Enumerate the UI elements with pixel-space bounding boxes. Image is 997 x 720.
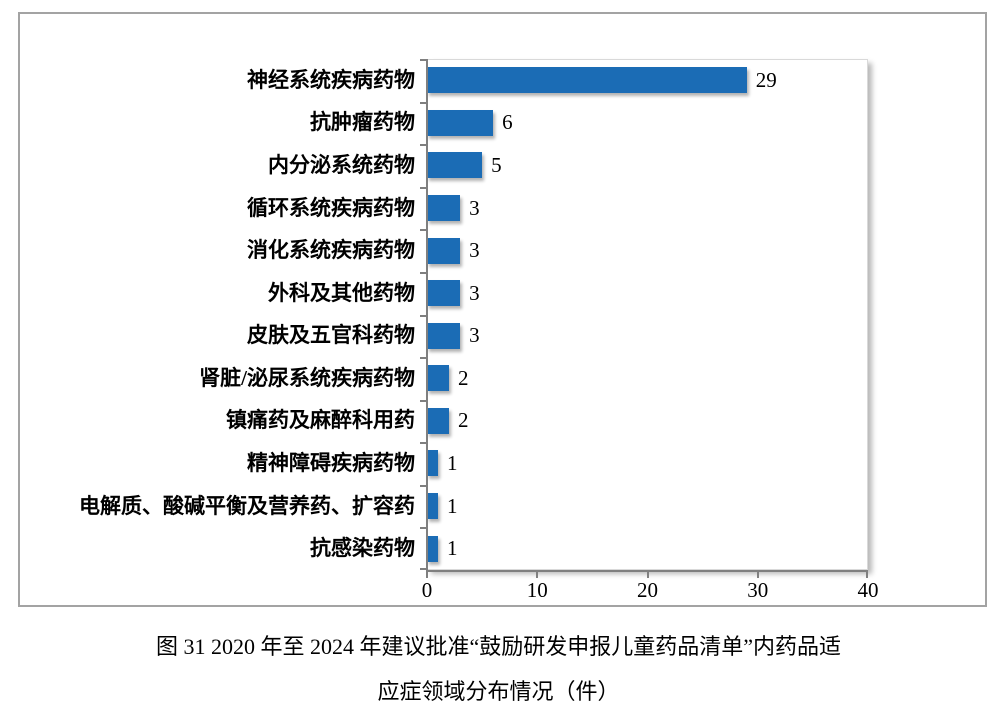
y-axis-tick (420, 399, 426, 402)
value-label: 1 (447, 536, 458, 561)
category-label: 抗肿瘤药物 (310, 110, 415, 135)
bar-row: 镇痛药及麻醉科用药 2 (20, 400, 880, 443)
y-axis-tick (420, 101, 426, 104)
bar-row: 消化系统疾病药物 3 (20, 229, 880, 272)
y-axis-tick (420, 527, 426, 530)
bar (427, 109, 494, 136)
y-axis-tick (420, 314, 426, 317)
bar (427, 535, 439, 562)
y-axis-tick (420, 144, 426, 147)
category-label: 抗感染药物 (310, 536, 415, 561)
bar-row: 抗感染药物 1 (20, 527, 880, 570)
row-plot: 1 (427, 527, 880, 570)
x-tick-label: 10 (526, 578, 548, 602)
row-plot: 3 (427, 272, 880, 315)
value-label: 1 (447, 450, 458, 475)
row-plot: 1 (427, 442, 880, 485)
row-plot: 3 (427, 229, 880, 272)
y-axis-tick (420, 186, 426, 189)
value-label: 3 (469, 323, 480, 348)
x-axis-tick (426, 572, 428, 578)
y-axis (420, 59, 428, 571)
category-label: 电解质、酸碱平衡及营养药、扩容药 (79, 493, 415, 518)
row-plot: 3 (427, 314, 880, 357)
category-label: 神经系统疾病药物 (247, 67, 415, 92)
bar-row: 外科及其他药物 3 (20, 272, 880, 315)
x-tick-label: 30 (747, 578, 769, 602)
bar-row: 电解质、酸碱平衡及营养药、扩容药 1 (20, 485, 880, 528)
bar-rows: 神经系统疾病药物 29 抗肿瘤药物 6 内分泌系统药物 5 循环系统疾病药物 3 消化系统疾病药… (20, 59, 880, 570)
y-axis-tick (420, 229, 426, 232)
row-plot: 2 (427, 400, 880, 443)
bar-row: 皮肤及五官科药物 3 (20, 314, 880, 357)
x-axis-tick (646, 572, 649, 578)
x-axis (426, 570, 868, 578)
x-tick-label: 40 (857, 578, 879, 602)
bar (427, 280, 461, 307)
bar (427, 493, 439, 520)
category-label: 皮肤及五官科药物 (247, 323, 415, 348)
value-label: 3 (469, 195, 480, 220)
row-plot: 29 (427, 59, 880, 102)
y-axis-tick (420, 484, 426, 487)
value-label: 2 (458, 408, 469, 433)
x-axis-tick (756, 572, 759, 578)
category-label: 精神障碍疾病药物 (247, 450, 415, 475)
bar (427, 322, 461, 349)
figure-caption-line1: 图 31 2020 年至 2024 年建议批准“鼓励研发申报儿童药品清单”内药品… (155, 634, 842, 659)
value-label: 3 (469, 238, 480, 263)
figure-chart: 神经系统疾病药物 29 抗肿瘤药物 6 内分泌系统药物 5 循环系统疾病药物 3 消化系统疾病药… (18, 12, 987, 607)
row-plot: 2 (427, 357, 880, 400)
bar-row: 循环系统疾病药物 3 (20, 187, 880, 230)
category-label: 消化系统疾病药物 (247, 238, 415, 263)
bar-row: 精神障碍疾病药物 1 (20, 442, 880, 485)
value-label: 6 (502, 110, 513, 135)
row-plot: 3 (427, 187, 880, 230)
row-plot: 5 (427, 144, 880, 187)
x-axis-tick (536, 572, 539, 578)
bar-row: 神经系统疾病药物 29 (20, 59, 880, 102)
value-label: 5 (491, 152, 502, 177)
category-label: 外科及其他药物 (268, 280, 415, 305)
bar (427, 365, 450, 392)
value-label: 1 (447, 493, 458, 518)
category-label: 镇痛药及麻醉科用药 (226, 408, 415, 433)
figure-caption: 图 31 2020 年至 2024 年建议批准“鼓励研发申报儿童药品清单”内药品… (0, 624, 997, 714)
row-plot: 6 (427, 102, 880, 145)
value-label: 29 (755, 67, 777, 92)
bar (427, 407, 450, 434)
x-tick-label: 0 (421, 578, 433, 602)
y-axis-tick (420, 442, 426, 445)
value-label: 3 (469, 280, 480, 305)
x-axis-tick (866, 572, 868, 578)
bar (427, 152, 483, 179)
bar-row: 内分泌系统药物 5 (20, 144, 880, 187)
bar-row: 抗肿瘤药物 6 (20, 102, 880, 145)
category-label: 循环系统疾病药物 (247, 195, 415, 220)
x-tick-label: 20 (637, 578, 658, 602)
value-label: 2 (458, 365, 469, 390)
bar (427, 237, 461, 264)
category-label: 内分泌系统药物 (268, 152, 415, 177)
category-label: 肾脏/泌尿系统疾病药物 (199, 365, 415, 390)
x-tick-labels: 0 10 20 30 40 (422, 578, 879, 606)
plot-area (427, 59, 868, 570)
y-axis-tick (420, 568, 426, 570)
bar (427, 67, 747, 94)
bar-row: 肾脏/泌尿系统疾病药物 2 (20, 357, 880, 400)
row-plot: 1 (427, 485, 880, 528)
y-axis-tick (420, 271, 426, 274)
y-axis-tick (420, 357, 426, 360)
figure-caption-line2: 应症领域分布情况（件） (377, 679, 620, 704)
bar (427, 195, 461, 222)
y-axis-tick (420, 59, 426, 61)
bar (427, 450, 439, 477)
